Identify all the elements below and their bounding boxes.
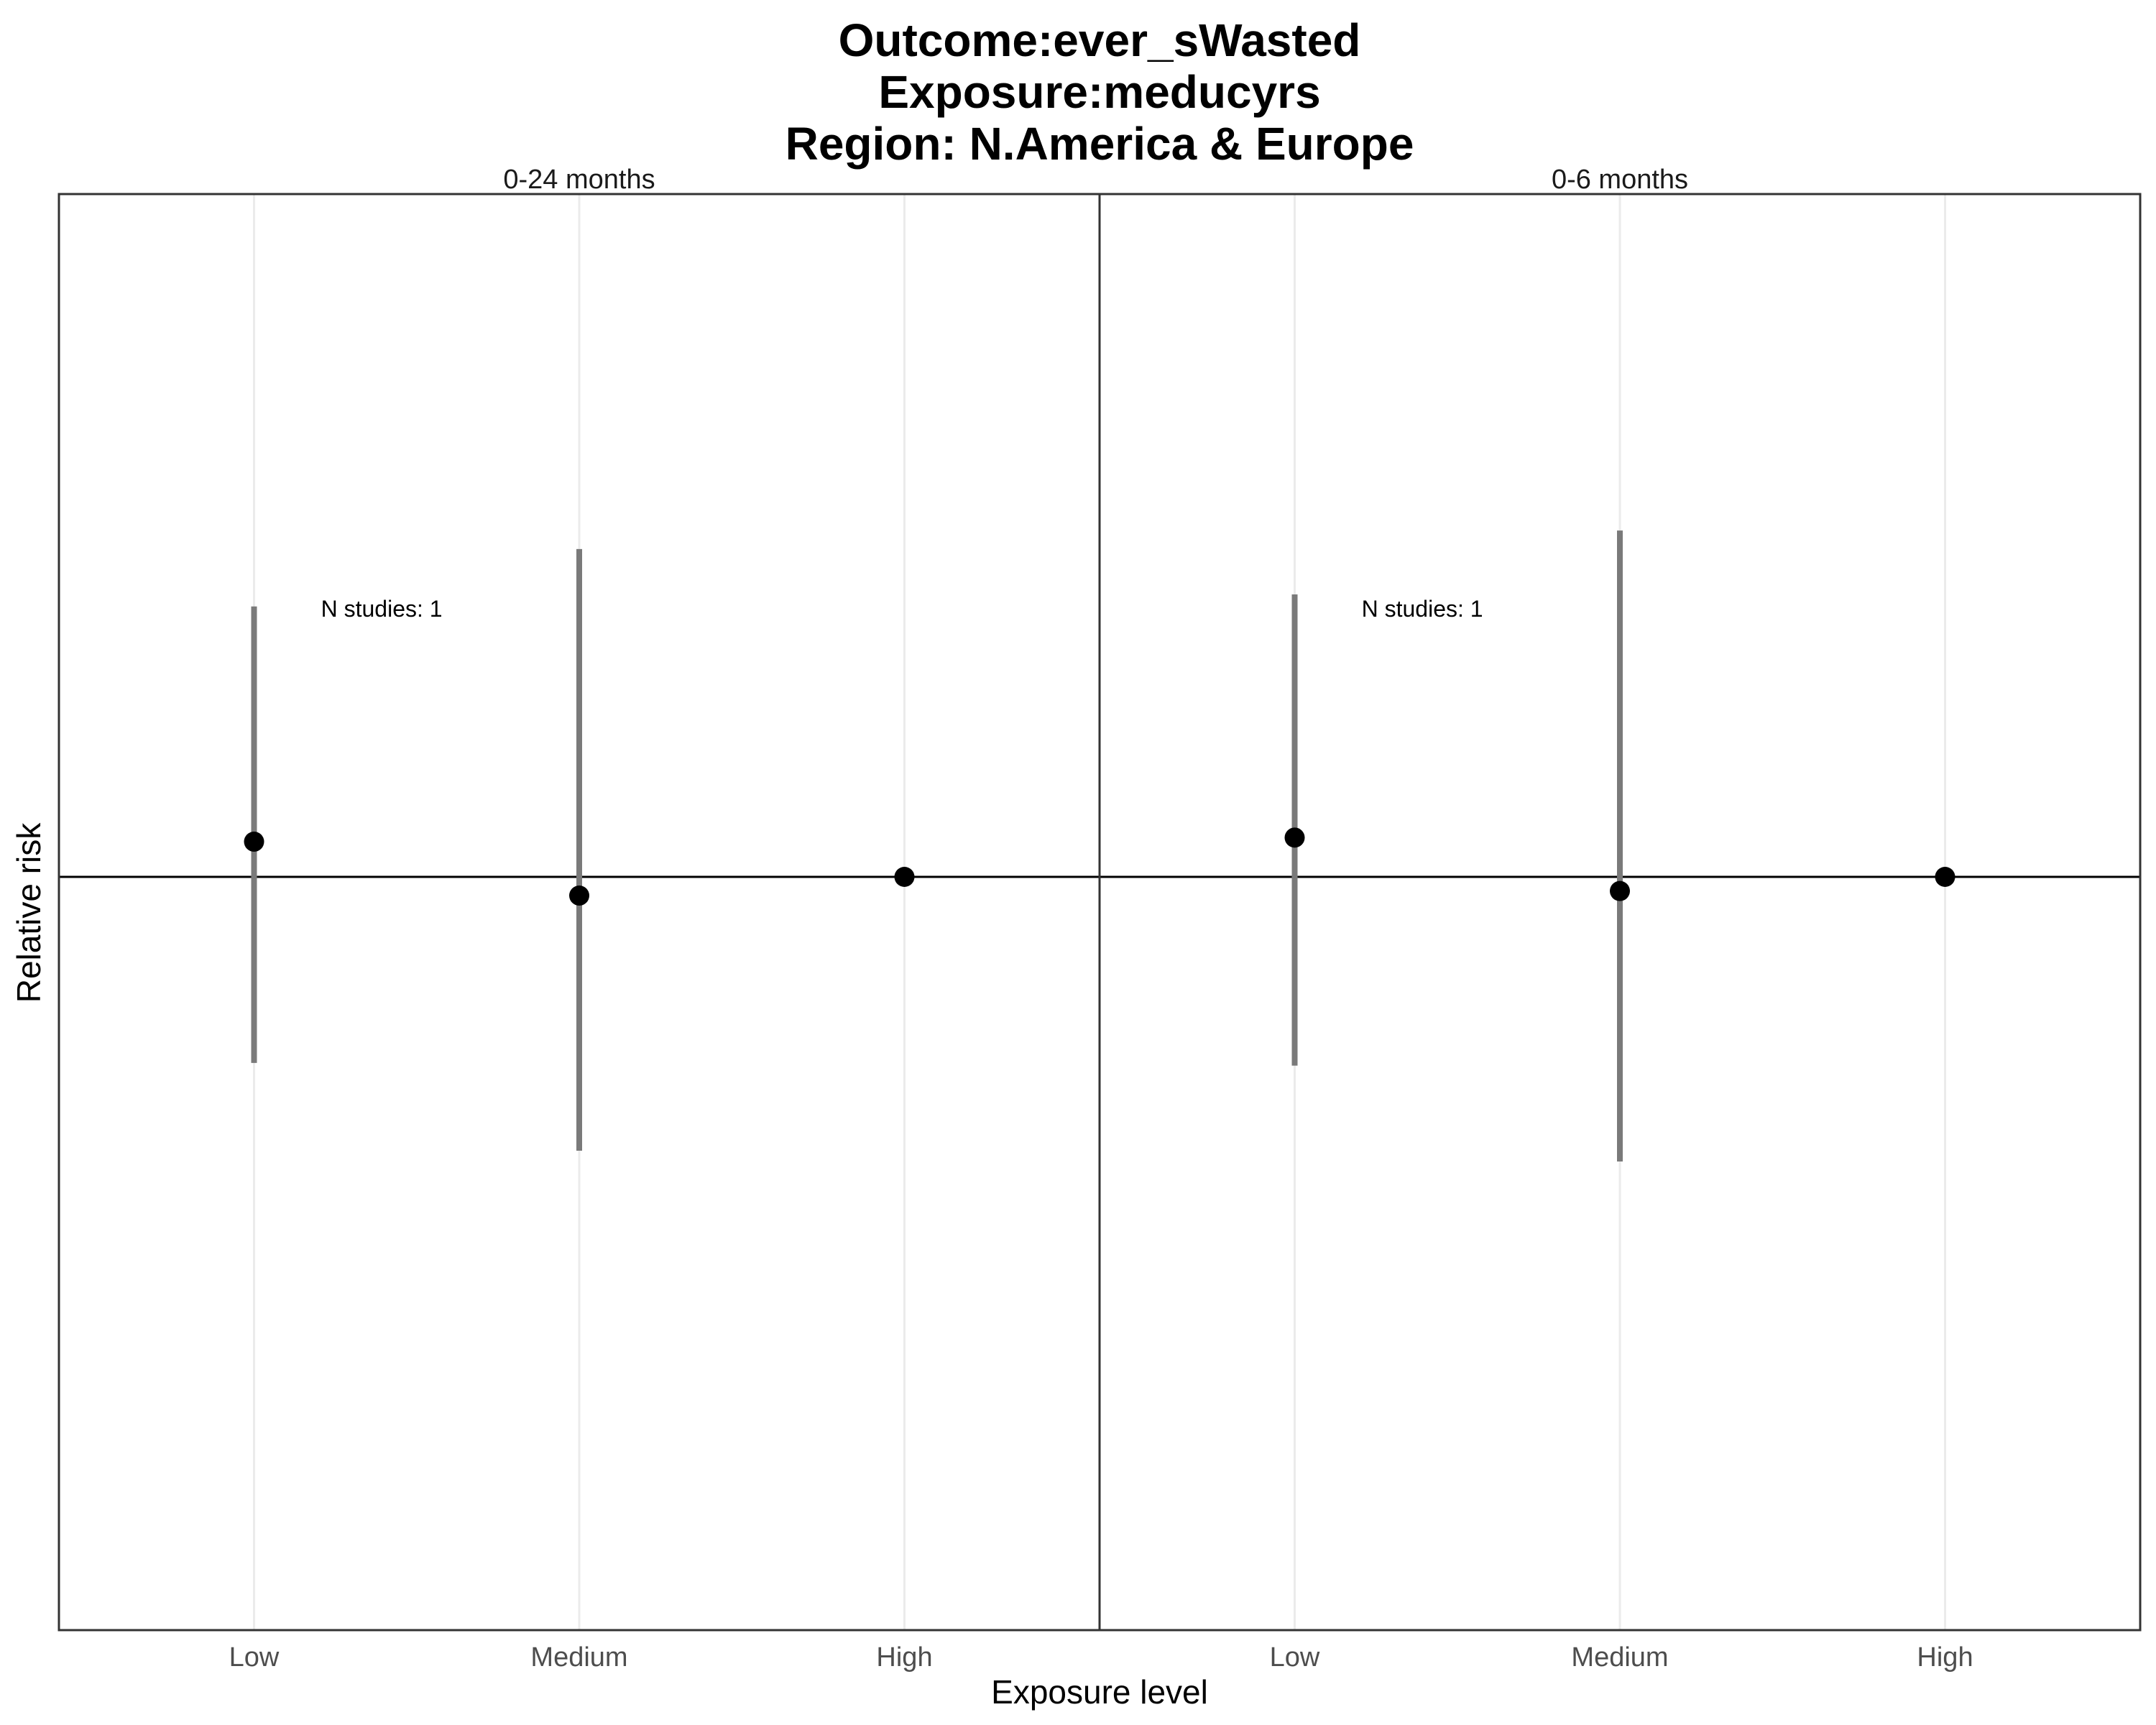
tick-label-low: Low — [1270, 1642, 1320, 1673]
panel-border — [1098, 193, 2142, 1632]
tick-label-high: High — [1917, 1642, 1973, 1673]
point-medium — [1610, 880, 1630, 901]
point-high — [894, 867, 915, 887]
title-line-1: Outcome:ever_sWasted — [839, 14, 1361, 66]
tick-label-medium: Medium — [530, 1642, 627, 1673]
title-line-2: Exposure:meducyrs — [878, 66, 1320, 118]
point-low — [1284, 827, 1305, 848]
strip-label: 0-6 months — [1552, 165, 1688, 195]
title-line-3: Region: N.America & Europe — [786, 118, 1414, 170]
chart-title: Outcome:ever_sWasted Exposure:meducyrs R… — [786, 14, 1414, 170]
n-studies-annotation: N studies: 1 — [1362, 596, 1483, 622]
point-high — [1935, 867, 1955, 887]
point-low — [244, 832, 264, 852]
panel-2: N studies: 1 0-6 months Low Medium High — [1098, 165, 2142, 1673]
strip-label: 0-24 months — [503, 165, 655, 195]
tick-label-high: High — [876, 1642, 932, 1673]
n-studies-annotation: N studies: 1 — [321, 596, 443, 622]
tick-label-medium: Medium — [1571, 1642, 1668, 1673]
x-axis-title: Exposure level — [991, 1673, 1208, 1711]
point-medium — [569, 886, 589, 906]
y-axis-title: Relative risk — [10, 822, 47, 1003]
panel-1: N studies: 1 0-24 months Low Medium High — [57, 165, 1101, 1673]
tick-label-low: Low — [229, 1642, 280, 1673]
